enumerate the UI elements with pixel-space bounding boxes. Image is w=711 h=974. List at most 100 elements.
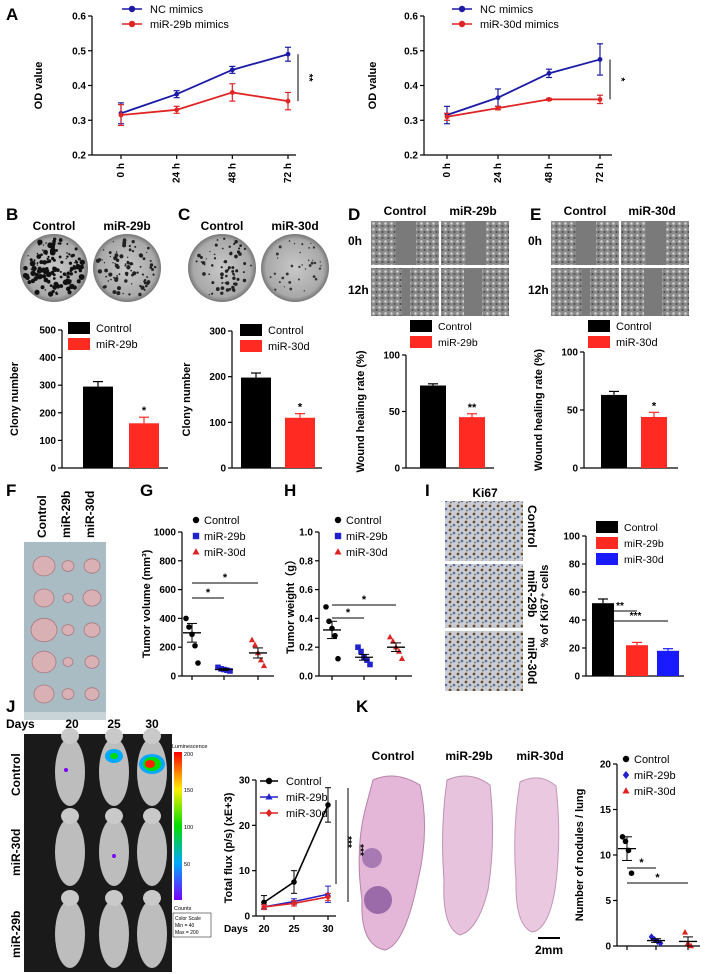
y-tick-label: 60 [569,588,581,599]
j-scale-tick-150: 150 [184,788,193,794]
tumor [62,593,74,603]
legend-label: Control [624,522,658,534]
colony-dot [232,289,236,293]
data-point [229,67,235,73]
j-color-scale: Luminescence 200 150 100 50 Counts Color… [172,744,212,938]
colony-dot [75,259,77,262]
data-point [389,638,397,644]
j-scale-units: Counts [174,906,192,912]
legend-label: miR-29b [624,538,664,550]
data-point [355,644,361,650]
lum-signal [64,768,68,772]
y-axis-label: Wound healing rate (%) [355,350,367,472]
colony-dot [220,286,225,290]
colony-dot [45,242,47,244]
colony-dot [52,258,56,262]
data-point [597,97,603,102]
colony-dot [43,268,50,274]
significance-text: * [346,607,351,619]
y-tick-label: 0.2 [72,151,86,162]
bar-1 [626,645,648,676]
colony-dot [97,269,103,274]
y-tick-label: 0.3 [72,116,86,127]
significance-text: *** [630,611,642,622]
colony-dot [113,255,118,261]
colony-dot [134,245,137,248]
panel-d-images: Control miR-29b 0h 12h [348,204,509,316]
y-tick-label: 200 [209,372,226,383]
colony-dot [77,265,80,268]
colony-dot [119,254,124,259]
bar-0 [420,385,446,468]
panel-letter-d: D [348,205,360,224]
colony-dot [37,274,43,280]
colony-dot [221,247,224,250]
data-point [386,633,394,640]
e-col-label-control: Control [564,204,607,218]
colony-dot [64,274,67,277]
colony-dot [227,266,231,270]
colony-dot [232,276,236,280]
legend-swatch [410,336,432,348]
e-row-label-12h: 12h [528,283,549,297]
colony-dot [140,285,145,290]
data-point [285,98,291,104]
legend-swatch [596,553,618,565]
colony-dot [39,260,44,265]
colony-dot [128,244,131,248]
legend-label: miR-30d [634,786,676,798]
data-point [261,903,267,911]
lum-signal [110,753,118,759]
legend-swatch [588,336,610,348]
legend-label: miR-29b [204,531,246,543]
legend-marker [622,755,630,763]
colony-dot [208,273,211,276]
tumor [61,688,75,700]
legend-marker [458,5,466,13]
colony-dot [40,253,43,256]
data-point [195,660,201,666]
data-point [332,632,338,639]
colony-dot [285,272,289,276]
colony-dot [320,265,322,267]
colony-dot [36,262,39,264]
colony-dot [234,240,238,244]
y-tick-label: 0.8 [299,556,313,567]
y-tick-label: 800 [159,556,176,567]
colony-dot [220,266,223,269]
colony-dot [288,240,291,242]
colony-dot [141,273,145,276]
d-wound-image-treat-12h [441,268,509,316]
data-point [261,899,267,906]
colony-dot [52,277,56,280]
j-scale-gradient [174,752,182,900]
panel-b-images: Control miR-29b [20,219,161,302]
mouse-body [55,900,85,968]
bar-2 [657,650,679,676]
c-colonies-control [195,237,252,296]
colony-dot [46,279,51,284]
colony-dot [112,290,117,294]
tumor [84,687,100,701]
legend-label: miR-30d [616,337,658,349]
legend-marker [265,777,273,785]
panel-letter-k: K [356,697,369,716]
colony-dot [201,261,206,265]
x-tick-label: 48 h [544,163,555,183]
mouse-head [105,808,123,824]
legend-marker [265,808,273,818]
colony-dot [237,247,241,250]
tumor [32,555,56,577]
e-wound-image-treat-0h [621,221,689,265]
colony-dot [129,262,133,266]
colony-dot [114,262,116,265]
mouse-head [105,728,123,744]
e-wound-image-treat-12h [621,268,689,316]
colony-dot [136,271,139,274]
colony-dot [310,261,314,265]
y-tick-label: 0.4 [72,81,86,92]
y-tick-label: 1.0 [299,528,313,539]
y-tick-label: 0 [605,942,611,953]
legend-label: miR-30d [346,547,388,559]
colony-dot [113,276,116,279]
